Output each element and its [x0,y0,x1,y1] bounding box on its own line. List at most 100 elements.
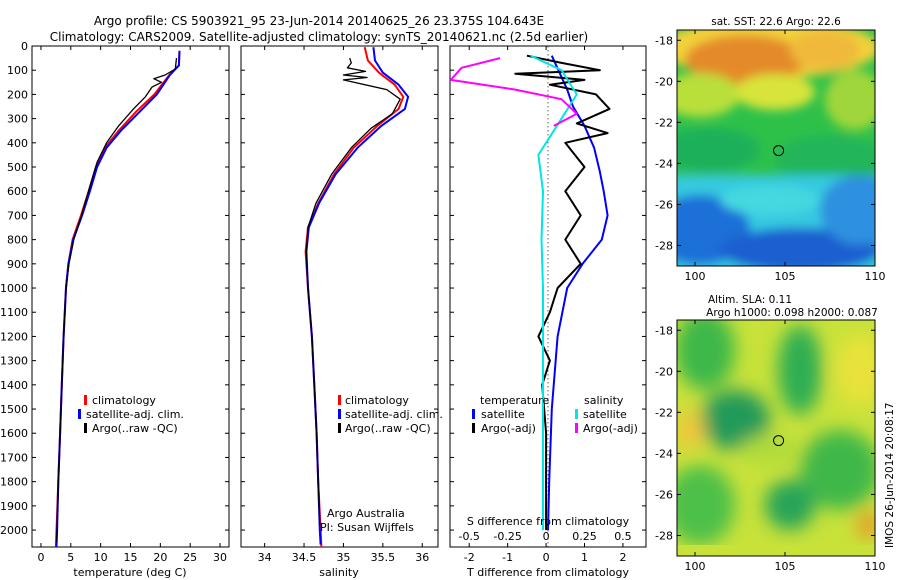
x-tick-label: 0 [543,551,550,564]
difference-panel: -2 -1 0 1 2 -0.5 -0.25 0 0.25 0.5 S difference f… [449,45,647,579]
y-tick-label: 700 [7,209,28,222]
legend-label-t-argo: Argo(-adj) [481,422,536,435]
map-y-tick-label: -24 [655,447,673,460]
map-y-tick-label: -22 [655,116,673,129]
x-tick-label: -2 [464,551,475,564]
legend-swatch-s-argo [575,423,578,433]
series-line-s-argo-adj- [450,57,578,127]
difference-plot-frame [449,45,647,548]
sst-heatmap [677,30,875,266]
temperature-legend: climatology satellite-adj. clim. Argo(..… [78,394,184,435]
s-tick-label: 0.25 [572,530,597,543]
temperature-panel: 0100200300400500600700800900100011001200… [0,40,230,579]
s-tick-label: -0.25 [493,530,521,543]
x-tick-label: 35.5 [371,551,396,564]
y-tick-label: 1100 [0,306,28,319]
difference-series [450,54,611,531]
difference-legend: temperature salinity satellite Argo(-adj… [472,394,638,435]
legend-label-t-satellite: satellite [481,408,525,421]
legend-label-climatology: climatology [92,394,156,407]
argo-position-marker [773,145,785,157]
t-difference-axis-ticks: -2 -1 0 1 2 [464,46,626,564]
legend-title-temperature: temperature [480,394,549,407]
legend-swatch-satellite [78,409,81,419]
y-tick-label: 0 [21,40,28,53]
x-tick-label: 5 [67,551,74,564]
map-x-tick-label: 110 [865,560,886,573]
x-tick-label: 2 [619,551,626,564]
map-y-tick-label: -20 [655,365,673,378]
y-tick-label: 1500 [0,403,28,416]
map-y-tick-label: -28 [655,239,673,252]
y-tick-label: 100 [7,64,28,77]
map-y-tick-label: -28 [655,529,673,542]
y-tick-label: 1700 [0,451,28,464]
legend-swatch-s-satellite [575,409,578,419]
salinity-plot-frame [240,45,439,548]
sla-map-panel: Altim. SLA: 0.11 Argo h1000: 0.098 h2000… [655,294,885,573]
figure-title-line1: Argo profile: CS 5903921_95 23-Jun-2014 … [94,14,544,28]
s-tick-label: -0.5 [458,530,479,543]
salinity-axis-ticks: 34 34.5 35 35.5 36 [258,46,429,564]
s-difference-xlabel: S difference from climatology [467,515,630,528]
map-y-tick-label: -22 [655,406,673,419]
map-y-tick-label: -20 [655,75,673,88]
series-line-s-satellite [530,54,578,531]
x-tick-label: 1 [581,551,588,564]
s-tick-label: 0 [543,530,550,543]
y-tick-label: 900 [7,258,28,271]
y-tick-label: 800 [7,234,28,247]
y-tick-label: 600 [7,185,28,198]
x-tick-label: 30 [213,551,227,564]
map-x-tick-label: 110 [865,270,886,283]
x-tick-label: -1 [502,551,513,564]
x-tick-label: 10 [94,551,108,564]
legend-swatch-argo [84,423,87,433]
series-line-argo-raw-qc- [55,58,178,543]
salinity-series [304,46,410,547]
legend-label-s-argo: Argo(-adj) [583,422,638,435]
sst-map-ticks: 100 105 110 -18 -20 -22 -24 -26 -28 [655,30,886,283]
series-line-argo-raw-qc- [305,57,401,526]
legend-label-climatology: climatology [345,394,409,407]
y-tick-label: 2000 [0,524,28,537]
sla-heatmap [677,320,875,556]
x-tick-label: 0 [37,551,44,564]
x-tick-label: 20 [153,551,167,564]
y-tick-label: 1000 [0,282,28,295]
sst-map-frame [676,29,876,267]
x-tick-label: 34.5 [292,551,317,564]
temperature-xlabel: temperature (deg C) [73,566,186,579]
legend-label-satellite: satellite-adj. clim. [345,408,443,421]
y-tick-label: 300 [7,113,28,126]
legend-label-s-satellite: satellite [583,408,627,421]
legend-label-argo: Argo(..raw -QC) [92,422,178,435]
imos-watermark: IMOS 26-Jun-2014 20:08:17 [884,402,896,548]
sla-map-frame [676,319,876,557]
legend-swatch-t-satellite [472,409,475,419]
argo-annotation-line2: PI: Susan Wijffels [320,521,414,534]
argo-position-marker [773,435,785,447]
map-y-tick-label: -24 [655,157,673,170]
salinity-xlabel: salinity [319,566,359,579]
sst-map-title: sat. SST: 22.6 Argo: 22.6 [711,16,841,28]
x-tick-label: 15 [124,551,138,564]
map-y-tick-label: -26 [655,488,673,501]
map-x-tick-label: 100 [685,270,706,283]
salinity-legend: climatology satellite-adj. clim. Argo(..… [338,394,443,435]
salinity-depth-ticks [241,45,438,531]
map-x-tick-label: 105 [775,270,796,283]
x-tick-label: 34 [258,551,272,564]
sst-map-panel: sat. SST: 22.6 Argo: 22.6 100 105 110 -18 -2… [655,16,886,283]
sla-map-title-line1: Altim. SLA: 0.11 [708,294,792,306]
difference-depth-ticks [450,45,646,531]
y-tick-label: 400 [7,137,28,150]
map-y-tick-label: -26 [655,198,673,211]
temperature-series [54,50,181,547]
argo-annotation-line1: Argo Australia [327,507,405,520]
map-x-tick-label: 100 [685,560,706,573]
x-tick-label: 36 [415,551,429,564]
s-difference-axis-ticks: -0.5 -0.25 0 0.25 0.5 [458,530,631,543]
legend-swatch-satellite [338,409,341,419]
